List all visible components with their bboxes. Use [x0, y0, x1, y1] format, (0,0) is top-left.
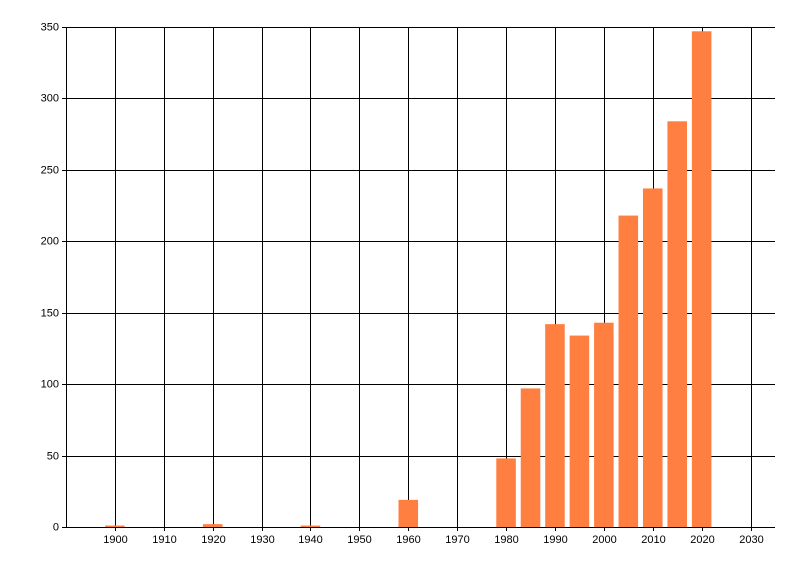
x-tick-label: 2000 — [592, 534, 616, 546]
y-tick-label: 350 — [41, 21, 59, 33]
x-tick-label: 1990 — [543, 534, 567, 546]
bar — [545, 324, 565, 527]
y-tick-label: 150 — [41, 307, 59, 319]
x-tick-label: 1970 — [445, 534, 469, 546]
y-tick-label: 50 — [47, 450, 59, 462]
bar — [691, 31, 712, 528]
bar — [569, 335, 590, 527]
x-tick-label: 2010 — [641, 534, 665, 546]
y-tick-label: 250 — [41, 164, 59, 176]
x-tick-label: 1920 — [201, 534, 225, 546]
x-tick-label: 1900 — [103, 534, 127, 546]
y-tick-label: 100 — [41, 378, 59, 390]
x-tick-label: 1930 — [250, 534, 274, 546]
x-tick-label: 1980 — [494, 534, 518, 546]
bar — [202, 524, 223, 527]
bar — [300, 525, 321, 527]
x-tick-label: 1940 — [298, 534, 322, 546]
x-tick-label: 2020 — [690, 534, 714, 546]
y-tick-label: 0 — [53, 521, 59, 533]
x-tick-label: 1960 — [396, 534, 420, 546]
x-tick-label: 1950 — [347, 534, 371, 546]
bar — [520, 388, 541, 527]
bar — [618, 215, 639, 528]
x-tick-label: 1910 — [152, 534, 176, 546]
x-tick-label: 2030 — [739, 534, 763, 546]
bar — [667, 121, 687, 528]
bar — [496, 458, 516, 527]
bar — [642, 188, 663, 527]
bar — [594, 322, 614, 527]
bar — [105, 525, 125, 527]
y-tick-label: 200 — [41, 235, 59, 247]
y-tick-label: 300 — [41, 92, 59, 104]
bar — [398, 499, 419, 527]
